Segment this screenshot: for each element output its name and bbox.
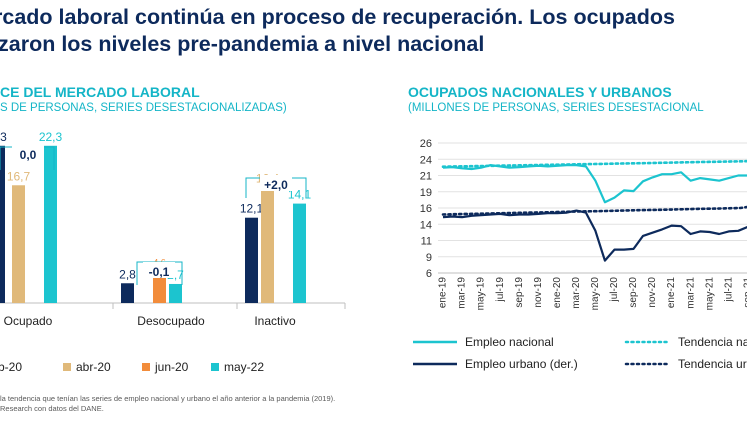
y-tick-26: 26 xyxy=(420,138,432,150)
bar-b-20-Inactivo xyxy=(245,217,258,303)
bracket-label-0: 0,0 xyxy=(20,148,37,162)
legend-label-Empleo urbano (der.): Empleo urbano (der.) xyxy=(465,357,578,371)
x-tick-jul-19: jul-19 xyxy=(495,277,506,303)
x-tick-nov-19: nov-19 xyxy=(533,277,544,308)
title-line-1: rcado laboral continúa en proceso de rec… xyxy=(0,5,675,29)
bar-chart: 2,32,812,116,716,44,622,32,714,10,0-0,1+… xyxy=(0,130,346,374)
footnote: la tendencia que tenían las series de em… xyxy=(0,394,336,403)
left-chart-title: CE DEL MERCADO LABORAL xyxy=(0,84,200,100)
bar-may-22-Desocupado xyxy=(169,283,182,303)
bar-may-22-Ocupado xyxy=(44,145,57,303)
bracket-box-0 xyxy=(12,145,44,161)
bracket-label-1: -0,1 xyxy=(149,265,170,279)
x-tick-jul-21: jul-21 xyxy=(723,277,734,303)
x-tick-sep-20: sep-20 xyxy=(628,277,639,308)
bar-label-b-20-Ocupado: 2,3 xyxy=(0,130,7,144)
bracket-box-1 xyxy=(143,262,175,278)
x-tick-sep-21: sep-21 xyxy=(742,277,747,308)
bar-b-20-Ocupado xyxy=(0,145,5,303)
legend-swatch-abr-20 xyxy=(63,363,71,371)
legend-swatch-may-22 xyxy=(211,363,219,371)
right-chart-title: OCUPADOS NACIONALES Y URBANOS xyxy=(408,84,672,100)
bar-jun-20-Desocupado xyxy=(153,270,166,303)
series-line-Empleo urbano (der.) xyxy=(442,209,747,262)
legend-label-abr-20: abr-20 xyxy=(76,360,111,374)
series-line-Empleo nacional xyxy=(442,164,747,204)
bar-label-b-20-Desocupado: 2,8 xyxy=(119,267,136,281)
legend-label-Tendencia urb: Tendencia urb xyxy=(678,357,747,371)
category-label-Inactivo: Inactivo xyxy=(254,314,296,328)
x-tick-may-21: may-21 xyxy=(704,277,715,311)
series-line-Tendencia urb xyxy=(441,205,747,216)
y-tick-9: 9 xyxy=(426,252,432,264)
x-tick-mar-19: mar-19 xyxy=(457,277,468,309)
y-tick-16: 16 xyxy=(420,203,432,215)
page-title: rcado laboral continúa en proceso de rec… xyxy=(0,4,747,58)
x-tick-nov-20: nov-20 xyxy=(647,277,658,308)
bar-abr-20-Inactivo xyxy=(261,187,274,303)
bracket-label-2: +2,0 xyxy=(264,178,288,192)
x-tick-ene-21: ene-21 xyxy=(666,277,677,309)
y-tick-6: 6 xyxy=(426,268,432,280)
x-tick-ene-20: ene-20 xyxy=(552,277,563,309)
line-chart: 26 24 21 19 16 14 11 9 6 ene-19 mar-19 may-19 jul-19… xyxy=(413,138,747,371)
legend-label-jun-20: jun-20 xyxy=(154,360,189,374)
legend-label-Empleo nacional: Empleo nacional xyxy=(465,335,554,349)
y-tick-24: 24 xyxy=(420,154,432,166)
title-line-2: zaron los niveles pre-pandemia a nivel n… xyxy=(0,32,485,56)
y-tick-11: 11 xyxy=(421,236,432,248)
legend-label-b-20: b-20 xyxy=(0,360,22,374)
x-tick-ene-19: ene-19 xyxy=(438,277,449,309)
x-tick-mar-21: mar-21 xyxy=(685,277,696,309)
legend-swatch-jun-20 xyxy=(142,363,150,371)
left-chart-subtitle: S DE PERSONAS, SERIES DESESTACIONALIZADA… xyxy=(0,102,287,114)
bar-label-b-20-Inactivo: 12,1 xyxy=(240,202,264,216)
x-tick-mar-20: mar-20 xyxy=(571,277,582,309)
series-line-Tendencia na xyxy=(441,159,747,168)
category-label-Ocupado: Ocupado xyxy=(4,314,53,328)
bar-may-22-Inactivo xyxy=(293,203,306,303)
legend-label-Tendencia na: Tendencia na xyxy=(678,335,747,349)
x-tick-may-20: may-20 xyxy=(590,277,601,311)
bar-label-may-22-Ocupado: 22,3 xyxy=(39,130,63,144)
x-tick-sep-19: sep-19 xyxy=(514,277,525,308)
category-label-Desocupado: Desocupado xyxy=(137,314,205,328)
right-chart-subtitle: (MILLONES DE PERSONAS, SERIES DESESTACIO… xyxy=(408,102,704,114)
x-tick-may-19: may-19 xyxy=(476,277,487,311)
source-note: Research con datos del DANE. xyxy=(0,404,104,413)
x-tick-jul-20: jul-20 xyxy=(609,277,620,303)
bar-abr-20-Ocupado xyxy=(12,185,25,303)
legend-label-may-22: may-22 xyxy=(224,360,264,374)
bracket-box-2 xyxy=(260,175,292,191)
bar-b-20-Desocupado xyxy=(121,283,134,303)
y-tick-14: 14 xyxy=(420,219,432,231)
bar-label-abr-20-Ocupado: 16,7 xyxy=(7,169,31,183)
y-tick-21: 21 xyxy=(420,171,432,183)
y-tick-19: 19 xyxy=(420,187,432,199)
